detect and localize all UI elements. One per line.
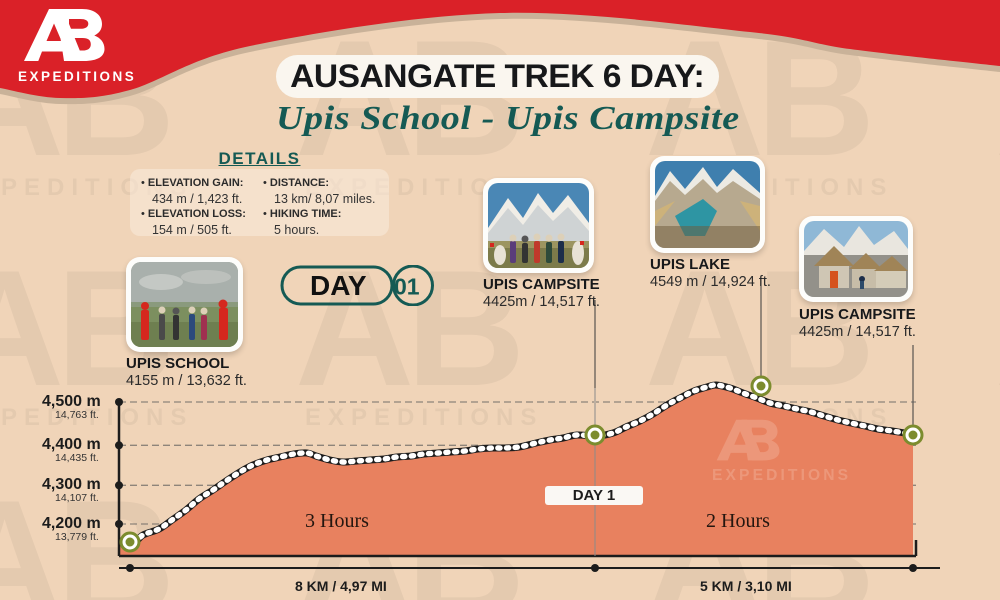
svg-text:EXPEDITIONS: EXPEDITIONS: [712, 467, 851, 484]
